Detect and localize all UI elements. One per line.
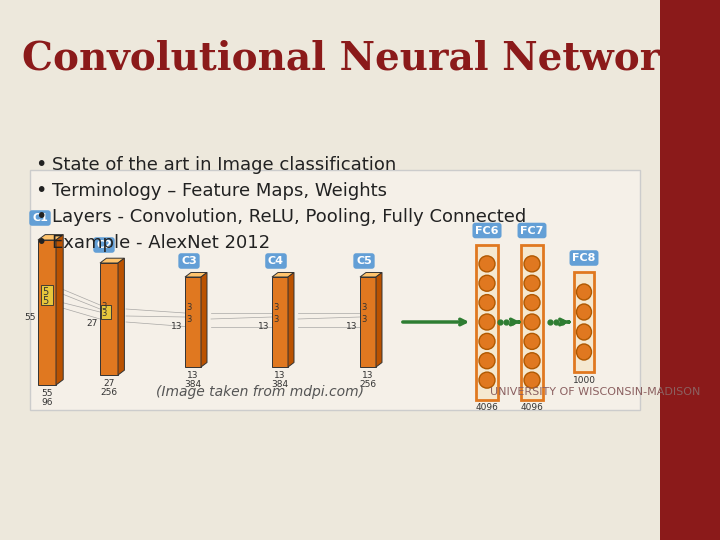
Polygon shape <box>100 258 125 263</box>
Polygon shape <box>100 263 118 375</box>
Text: 3: 3 <box>186 315 192 324</box>
Text: 3: 3 <box>186 303 192 312</box>
Ellipse shape <box>479 333 495 349</box>
Text: Terminology – Feature Maps, Weights: Terminology – Feature Maps, Weights <box>52 182 387 200</box>
Bar <box>30 170 640 410</box>
Ellipse shape <box>479 353 495 369</box>
Text: 55: 55 <box>24 313 36 321</box>
Text: 13: 13 <box>171 322 183 331</box>
Polygon shape <box>272 277 288 367</box>
Text: 27: 27 <box>86 319 98 328</box>
Ellipse shape <box>524 295 540 310</box>
Ellipse shape <box>524 314 540 330</box>
Polygon shape <box>101 305 111 319</box>
Text: 1000: 1000 <box>572 376 595 385</box>
Polygon shape <box>118 258 125 375</box>
Ellipse shape <box>577 284 592 300</box>
Ellipse shape <box>524 256 540 272</box>
Polygon shape <box>272 273 294 277</box>
Polygon shape <box>41 285 53 305</box>
Text: 13: 13 <box>187 371 199 380</box>
Text: 384: 384 <box>184 380 202 389</box>
Text: 13: 13 <box>346 322 358 331</box>
Text: C5: C5 <box>356 256 372 266</box>
Text: 4096: 4096 <box>476 403 498 413</box>
Text: 5: 5 <box>42 287 48 297</box>
Ellipse shape <box>524 353 540 369</box>
Text: 3: 3 <box>361 303 366 312</box>
Ellipse shape <box>479 314 495 330</box>
Bar <box>574 272 594 372</box>
Bar <box>476 245 498 400</box>
Text: FC6: FC6 <box>475 226 499 235</box>
Bar <box>521 245 543 400</box>
Ellipse shape <box>524 372 540 388</box>
Ellipse shape <box>479 275 495 291</box>
Text: Example - AlexNet 2012: Example - AlexNet 2012 <box>52 234 270 252</box>
Text: State of the art in Image classification: State of the art in Image classification <box>52 156 396 174</box>
Polygon shape <box>38 240 56 385</box>
Text: 5: 5 <box>42 296 48 306</box>
Text: 4096: 4096 <box>521 403 544 413</box>
Polygon shape <box>360 277 376 367</box>
Ellipse shape <box>479 295 495 310</box>
Text: 3: 3 <box>273 315 279 324</box>
Ellipse shape <box>577 304 592 320</box>
Ellipse shape <box>524 333 540 349</box>
Text: C1: C1 <box>32 213 48 223</box>
Text: 13: 13 <box>274 371 286 380</box>
Polygon shape <box>185 277 201 367</box>
Text: 256: 256 <box>100 388 117 397</box>
Text: 384: 384 <box>271 380 289 389</box>
Text: Convolutional Neural Network: Convolutional Neural Network <box>22 40 688 78</box>
Text: 3: 3 <box>361 315 366 324</box>
Text: 55: 55 <box>41 389 53 398</box>
Text: UNIVERSITY OF WISCONSIN-MADISON: UNIVERSITY OF WISCONSIN-MADISON <box>490 387 701 397</box>
Text: 96: 96 <box>41 398 53 407</box>
Text: 13: 13 <box>258 322 270 331</box>
Text: 3: 3 <box>101 302 107 311</box>
Polygon shape <box>56 234 63 385</box>
Text: 256: 256 <box>359 380 377 389</box>
Text: C4: C4 <box>268 256 284 266</box>
Ellipse shape <box>479 256 495 272</box>
Text: 3: 3 <box>101 309 107 318</box>
Bar <box>660 0 720 540</box>
Text: 3: 3 <box>273 303 279 312</box>
Text: C2: C2 <box>96 240 112 250</box>
Polygon shape <box>38 234 63 240</box>
Text: C3: C3 <box>181 256 197 266</box>
Ellipse shape <box>524 275 540 291</box>
Polygon shape <box>360 273 382 277</box>
Ellipse shape <box>479 372 495 388</box>
Polygon shape <box>185 273 207 277</box>
Polygon shape <box>288 273 294 367</box>
Polygon shape <box>201 273 207 367</box>
Ellipse shape <box>577 324 592 340</box>
Text: FC7: FC7 <box>521 226 544 235</box>
Text: •: • <box>35 181 46 200</box>
Ellipse shape <box>577 344 592 360</box>
Text: •: • <box>35 207 46 226</box>
Text: •: • <box>35 233 46 253</box>
Text: FC8: FC8 <box>572 253 595 263</box>
Text: (Image taken from mdpi.com): (Image taken from mdpi.com) <box>156 385 364 399</box>
Text: 13: 13 <box>362 371 374 380</box>
Text: Layers - Convolution, ReLU, Pooling, Fully Connected: Layers - Convolution, ReLU, Pooling, Ful… <box>52 208 526 226</box>
Text: 27: 27 <box>103 379 114 388</box>
Polygon shape <box>376 273 382 367</box>
Text: •: • <box>35 156 46 174</box>
